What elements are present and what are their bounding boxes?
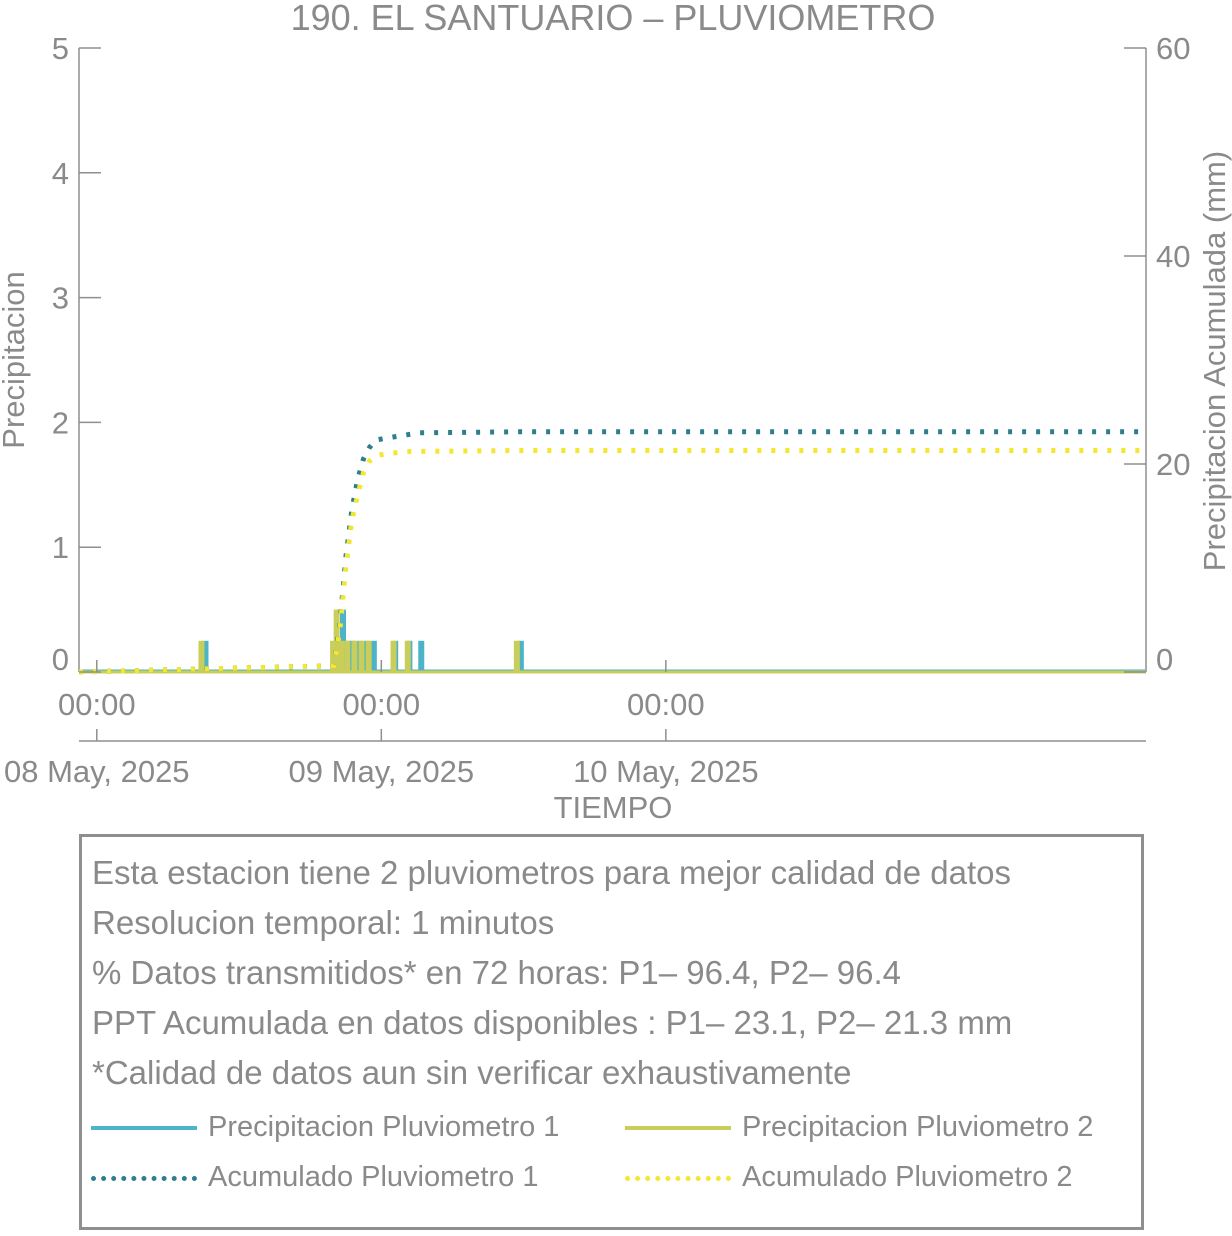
x-tick-label-time: 00:00 [343,687,421,722]
info-line-quality-note: *Calidad de datos aun sin verificar exha… [92,1054,852,1091]
y-axis-left-label: Precipitacion [0,271,31,448]
precip-bar [344,640,351,672]
y-right-tick-label: 60 [1156,31,1190,66]
precip-bar [370,640,377,672]
precip-bar [330,640,337,672]
y-axis-right-label: Precipitacion Acumulada (mm) [1197,151,1232,571]
legend-swatch-precip-p1 [91,1126,197,1130]
chart-title: 190. EL SANTUARIO – PLUVIOMETRO [291,0,936,38]
precip-bar [198,640,205,672]
legend-label-cumulative-p1: Acumulado Pluviometro 1 [208,1161,539,1193]
plot-frame [78,48,1147,742]
info-box: Esta estacion tiene 2 pluviometros para … [79,834,1144,1230]
info-line-resolution: Resolucion temporal: 1 minutos [92,904,555,941]
legend-label-precip-p2: Precipitacion Pluviometro 2 [742,1111,1094,1143]
axes: 0 1 2 3 4 5 0 20 40 60 00:00 08 May, 2025 00:00 09 Ma… [4,31,1190,789]
precip-bar [202,640,209,672]
y-left-tick-label: 5 [52,31,69,66]
precip-bar [365,640,372,672]
legend-swatch-cumulative-p2 [625,1176,731,1181]
x-tick-label-time: 00:00 [627,687,705,722]
cumulative-lines [78,429,1146,675]
info-line-transmitted: % Datos transmitidos* en 72 horas: P1– 9… [92,954,901,991]
precip-bar [351,640,358,672]
x-tick-label-date: 09 May, 2025 [289,754,475,789]
precip-bar [418,640,425,672]
y-left-tick-label: 0 [52,642,69,677]
x-tick-label-date: 08 May, 2025 [4,754,190,789]
y-right-tick-label: 20 [1156,447,1190,482]
y-right-tick-label: 40 [1156,239,1190,274]
precip-bar [517,640,524,672]
precip-bar [404,640,411,672]
cumulative-line [78,448,1146,675]
precip-bar [513,640,520,672]
y-left-tick-label: 4 [52,156,69,191]
precip-bar [390,640,397,672]
legend-label-precip-p1: Precipitacion Pluviometro 1 [208,1111,560,1143]
x-axis-label: TIEMPO [554,790,673,825]
info-line-accumulated: PPT Acumulada en datos disponibles : P1–… [92,1004,1013,1041]
y-left-tick-label: 1 [52,530,69,565]
y-right-tick-label: 0 [1156,642,1173,677]
legend-label-cumulative-p2: Acumulado Pluviometro 2 [742,1161,1073,1193]
precip-bar [358,640,365,672]
y-left-tick-label: 2 [52,405,69,440]
x-tick-label-time: 00:00 [58,687,136,722]
info-line-stations: Esta estacion tiene 2 pluviometros para … [92,854,1012,891]
precipitation-chart: 190. EL SANTUARIO – PLUVIOMETRO 0 1 2 3 4 5 0 2… [0,0,1232,825]
legend-swatch-cumulative-p1 [91,1176,197,1181]
y-left-tick-label: 3 [52,281,69,316]
legend-swatch-precip-p2 [625,1126,731,1130]
precipitation-bars [79,609,1146,674]
cumulative-line [78,429,1146,675]
precip-bar [338,640,345,672]
x-tick-label-date: 10 May, 2025 [573,754,759,789]
